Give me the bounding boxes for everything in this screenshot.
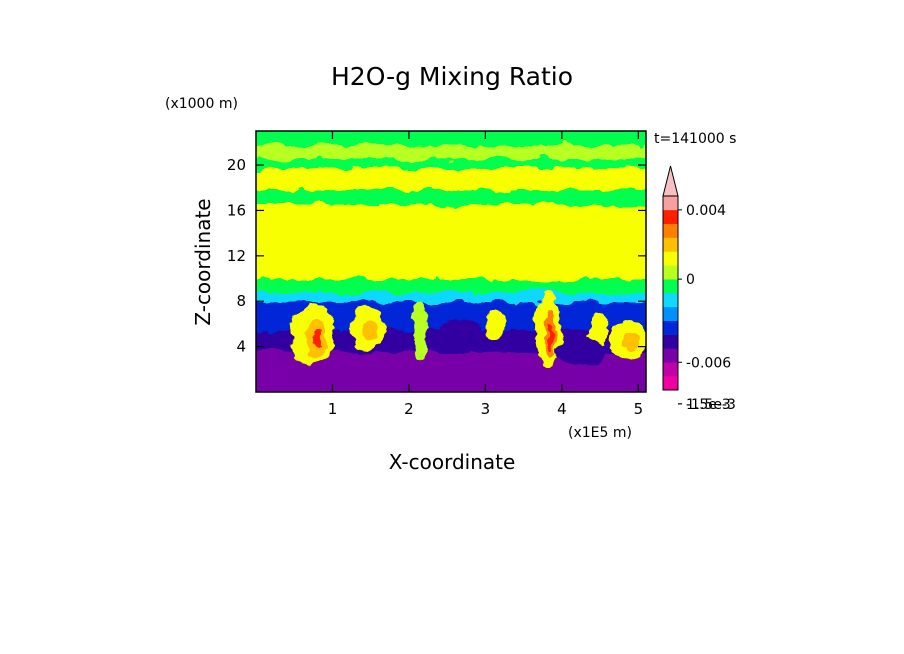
colorbar-bin [663,320,678,335]
colorbar-label: -0.006 [686,355,731,371]
x-tick-label: 5 [634,400,644,418]
y-tick-label: 16 [227,201,246,219]
y-tick-label: 20 [227,156,246,174]
plume-2-core [362,321,378,339]
colorbar-bin [663,293,678,308]
y-tick-label: 12 [227,247,246,265]
colorbar-label: 0.004 [686,203,726,219]
y-axis-label: Z-coordinate [191,198,215,325]
colorbar-bin [663,376,678,391]
chart-title: H2O-g Mixing Ratio [331,62,573,91]
colorbar-bin [663,223,678,238]
y-tick-label: 8 [236,292,246,310]
colorbar-label: 1.5e-3 [686,397,731,413]
layer-upper-bright [256,145,646,159]
x-unit-label: (x1E5 m) [568,425,632,441]
plume-1-hot [313,330,321,350]
colorbar [662,165,679,391]
y-unit-label: (x1000 m) [165,96,238,112]
x-tick-label: 4 [557,400,567,418]
colorbar-bin [663,362,678,377]
plot-frame [255,130,647,393]
colorbar-bin [663,196,678,211]
colorbar-frame [662,195,679,391]
plot-area [256,131,646,392]
colorbar-bin [663,279,678,294]
y-axis-ticks: 4 8 12 16 20 [227,156,646,356]
y-tick-label: 4 [236,338,246,356]
plume-6 [588,312,608,348]
colorbar-label: 0 [686,272,695,288]
colorbar-bin [663,334,678,349]
plume-4 [485,310,505,340]
plume-3 [412,300,428,360]
colorbar-label: -1.5e-3 [686,397,736,413]
x-tick-label: 2 [404,400,414,418]
dry-pocket-1 [438,317,482,353]
colorbar-bin [663,209,678,225]
plume-5-hot [547,326,553,350]
colorbar-extend-arrow [662,165,679,197]
plume-7-core [622,334,638,350]
layer-upper-yellow [256,168,646,194]
x-axis-ticks: 1 2 3 4 5 [328,131,643,418]
time-label: t=141000 s [654,131,736,147]
colorbar-bin [663,237,678,252]
colorbar-bin [663,265,678,280]
x-tick-label: 3 [481,400,491,418]
colorbar-bin [663,306,678,322]
colorbar-bin [663,251,678,266]
colorbar-labels: 0.004 1.5e-3 0 -1.5e-3 -0.006 [678,203,736,413]
colorbar-bin [663,348,678,363]
x-tick-label: 1 [328,400,338,418]
dry-pocket-2 [555,338,605,366]
x-axis-label: X-coordinate [389,450,516,474]
